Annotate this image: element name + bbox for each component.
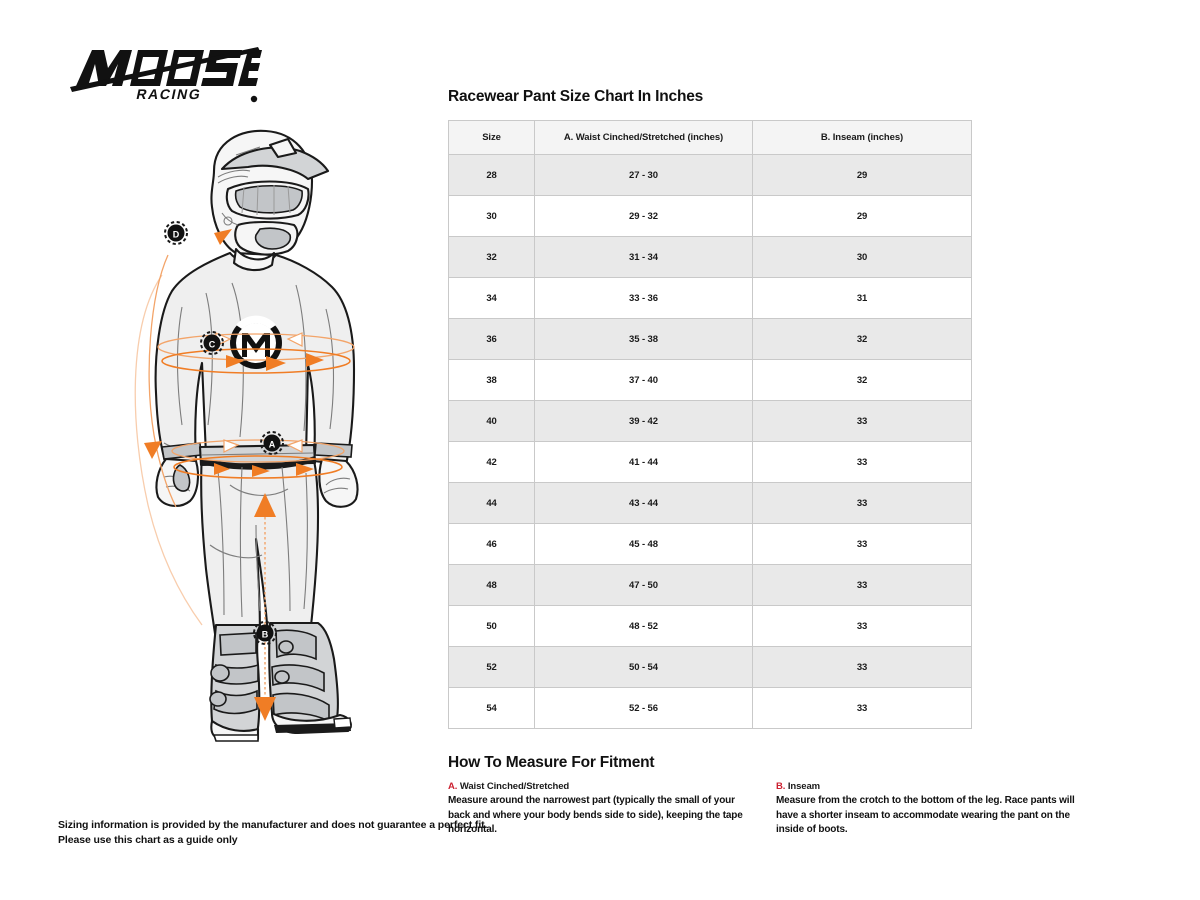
cell-inseam: 33 (752, 400, 972, 442)
cell-inseam: 29 (752, 195, 972, 237)
helmet (210, 129, 330, 257)
marker-badge-a: A (260, 431, 284, 455)
cell-waist: 52 - 56 (534, 687, 753, 729)
cell-inseam: 33 (752, 482, 972, 524)
table-header-row: Size A. Waist Cinched/Stretched (inches)… (448, 120, 972, 155)
cell-waist: 50 - 54 (534, 646, 753, 688)
cell-size: 52 (448, 646, 535, 688)
cell-size: 42 (448, 441, 535, 483)
measure-loop-a (171, 439, 345, 479)
cell-inseam: 30 (752, 236, 972, 278)
svg-text:A: A (269, 440, 276, 450)
table-row: 30 29 - 32 29 (448, 195, 972, 237)
cell-waist: 48 - 52 (534, 605, 753, 647)
marker-badge-b: B (253, 621, 277, 645)
column-header-size: Size (448, 120, 535, 155)
cell-size: 46 (448, 523, 535, 565)
cell-inseam: 31 (752, 277, 972, 319)
table-row: 36 35 - 38 32 (448, 318, 972, 360)
table-row: 38 37 - 40 32 (448, 359, 972, 401)
cell-inseam: 32 (752, 359, 972, 401)
measure-heading-text-a: Waist Cinched/Stretched (459, 781, 570, 792)
cell-waist: 27 - 30 (534, 154, 753, 196)
cell-inseam: 33 (752, 564, 972, 606)
how-to-measure-section: How To Measure For Fitment A. Waist Cinc… (448, 754, 1088, 838)
cell-size: 48 (448, 564, 535, 606)
cell-inseam: 32 (752, 318, 972, 360)
cell-size: 36 (448, 318, 535, 360)
disclaimer-line-1: Sizing information is provided by the ma… (58, 819, 488, 831)
cell-inseam: 33 (752, 605, 972, 647)
measure-key-a: A. (448, 781, 458, 792)
how-to-measure-body-a: Measure around the narrowest part (typic… (448, 795, 743, 835)
table-row: 46 45 - 48 33 (448, 523, 972, 565)
cell-size: 44 (448, 482, 535, 524)
cell-size: 40 (448, 400, 535, 442)
cell-size: 38 (448, 359, 535, 401)
marker-badge-c: C (200, 331, 224, 355)
sizing-disclaimer: Sizing information is provided by the ma… (58, 818, 488, 848)
table-row: 32 31 - 34 30 (448, 236, 972, 278)
size-chart-body: 28 27 - 30 29 30 29 - 32 29 32 31 - 34 30 34 33 - … (448, 154, 972, 729)
cell-waist: 29 - 32 (534, 195, 753, 237)
column-header-waist: A. Waist Cinched/Stretched (inches) (534, 120, 753, 155)
gloves (155, 457, 359, 508)
how-to-measure-item-a: A. Waist Cinched/Stretched Measure aroun… (448, 781, 776, 838)
table-row: 50 48 - 52 33 (448, 605, 972, 647)
table-row: 28 27 - 30 29 (448, 154, 972, 196)
marker-badge-d: D (164, 221, 188, 245)
cell-inseam: 33 (752, 646, 972, 688)
column-header-inseam: B. Inseam (inches) (752, 120, 972, 155)
svg-text:C: C (209, 340, 216, 350)
left-panel: RACING .suit { fill:#efefef; stroke:#1a1… (0, 0, 488, 900)
measure-arrow-d (144, 229, 232, 508)
table-row: 54 52 - 56 33 (448, 687, 972, 729)
cell-inseam: 33 (752, 687, 972, 729)
boots (209, 621, 352, 742)
cell-waist: 33 - 36 (534, 277, 753, 319)
cell-waist: 43 - 44 (534, 482, 753, 524)
page-title: Racewear Pant Size Chart In Inches (448, 88, 704, 105)
cell-size: 50 (448, 605, 535, 647)
cell-inseam: 33 (752, 441, 972, 483)
table-row: 52 50 - 54 33 (448, 646, 972, 688)
measure-heading-text-b: Inseam (787, 781, 820, 792)
measure-arrow-b (254, 493, 276, 721)
svg-text:B: B (262, 630, 269, 640)
cell-waist: 39 - 42 (534, 400, 753, 442)
moose-m-chest-badge (230, 315, 282, 369)
cell-waist: 41 - 44 (534, 441, 753, 483)
cell-size: 30 (448, 195, 535, 237)
cell-inseam: 29 (752, 154, 972, 196)
rider-measurement-illustration: .suit { fill:#efefef; stroke:#1a1a1a; st… (110, 125, 420, 750)
cell-waist: 47 - 50 (534, 564, 753, 606)
cell-size: 54 (448, 687, 535, 729)
cell-waist: 31 - 34 (534, 236, 753, 278)
size-chart-table: Size A. Waist Cinched/Stretched (inches)… (448, 120, 972, 729)
how-to-measure-heading-a: A. Waist Cinched/Stretched (448, 781, 748, 792)
cell-size: 28 (448, 154, 535, 196)
table-row: 48 47 - 50 33 (448, 564, 972, 606)
how-to-measure-heading-b: B. Inseam (776, 781, 1088, 792)
cell-inseam: 33 (752, 523, 972, 565)
right-panel: Racewear Pant Size Chart In Inches Size … (448, 0, 1148, 900)
cell-size: 32 (448, 236, 535, 278)
cell-waist: 37 - 40 (534, 359, 753, 401)
measure-key-b: B. (776, 781, 786, 792)
table-row: 40 39 - 42 33 (448, 400, 972, 442)
moose-racing-logo: RACING (62, 42, 262, 106)
how-to-measure-item-b: B. Inseam Measure from the crotch to the… (776, 781, 1088, 838)
table-row: 44 43 - 44 33 (448, 482, 972, 524)
table-row: 42 41 - 44 33 (448, 441, 972, 483)
how-to-measure-title: How To Measure For Fitment (448, 754, 655, 771)
table-row: 34 33 - 36 31 (448, 277, 972, 319)
cell-size: 34 (448, 277, 535, 319)
cell-waist: 35 - 38 (534, 318, 753, 360)
svg-text:RACING: RACING (135, 86, 203, 102)
svg-text:D: D (173, 230, 180, 240)
how-to-measure-body-b: Measure from the crotch to the bottom of… (776, 795, 1075, 835)
cell-waist: 45 - 48 (534, 523, 753, 565)
disclaimer-line-2: Please use this chart as a guide only (58, 834, 238, 846)
